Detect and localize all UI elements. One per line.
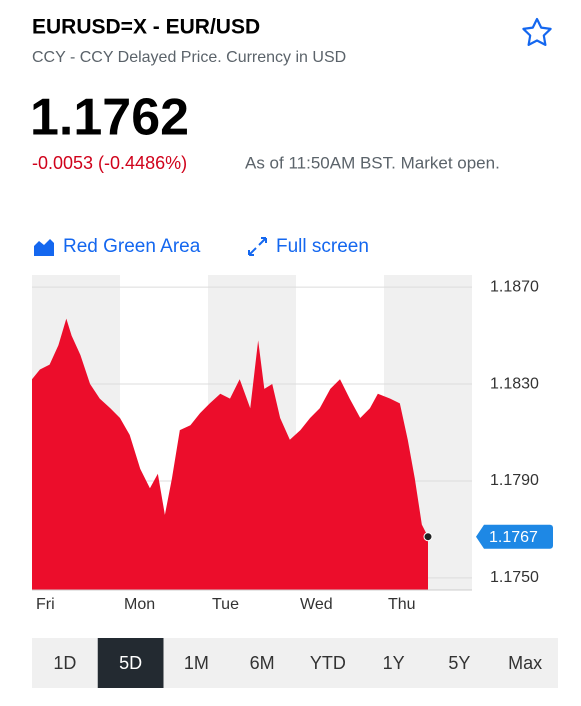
range-button[interactable]: 5D [97,638,164,688]
range-button[interactable]: 1Y [383,653,405,673]
y-tick-label: 1.1830 [490,375,539,392]
range-button[interactable]: 5Y [448,653,470,673]
range-button[interactable]: Max [508,653,542,673]
y-tick-label: 1.1870 [490,278,539,295]
watchlist-star[interactable] [522,17,552,46]
range-label: 6M [250,653,275,673]
range-label: 5Y [448,653,470,673]
x-tick-label: Fri [36,596,55,613]
x-tick-label: Tue [212,596,239,613]
price: 1.1762 [30,89,189,147]
x-tick-label: Thu [388,596,416,613]
range-label: YTD [310,653,346,673]
x-tick-label: Wed [300,596,333,613]
range-selected [97,638,164,688]
area-icon [34,239,54,256]
range-button[interactable]: 1D [53,653,76,673]
expand-icon [248,237,267,256]
x-tick-label: Mon [124,596,155,613]
chart-style-button[interactable]: Red Green Area [34,236,201,257]
chart-style-label: Red Green Area [63,236,201,257]
market-status: As of 11:50AM BST. Market open. [245,153,500,172]
last-price-tag [476,524,553,549]
range-label: 1Y [383,653,405,673]
range-label: 1M [184,653,209,673]
price-area [32,318,428,590]
y-tick-label: 1.1790 [490,472,539,489]
y-tick-label: 1.1750 [490,569,539,586]
range-button[interactable]: 1M [184,653,209,673]
range-button[interactable]: 6M [250,653,275,673]
last-point [423,532,433,542]
last-price-label: 1.1767 [489,529,538,546]
subtitle: CCY - CCY Delayed Price. Currency in USD [32,49,346,66]
range-label: Max [508,653,542,673]
price-change: -0.0053 (-0.4486%) [32,153,187,173]
full-screen-label: Full screen [276,236,369,257]
range-label: 5D [119,653,142,673]
symbol: EURUSD=X - EUR/USD [32,16,260,39]
range-label: 1D [53,653,76,673]
range-button[interactable]: YTD [310,653,346,673]
full-screen-button[interactable]: Full screen [248,236,369,257]
